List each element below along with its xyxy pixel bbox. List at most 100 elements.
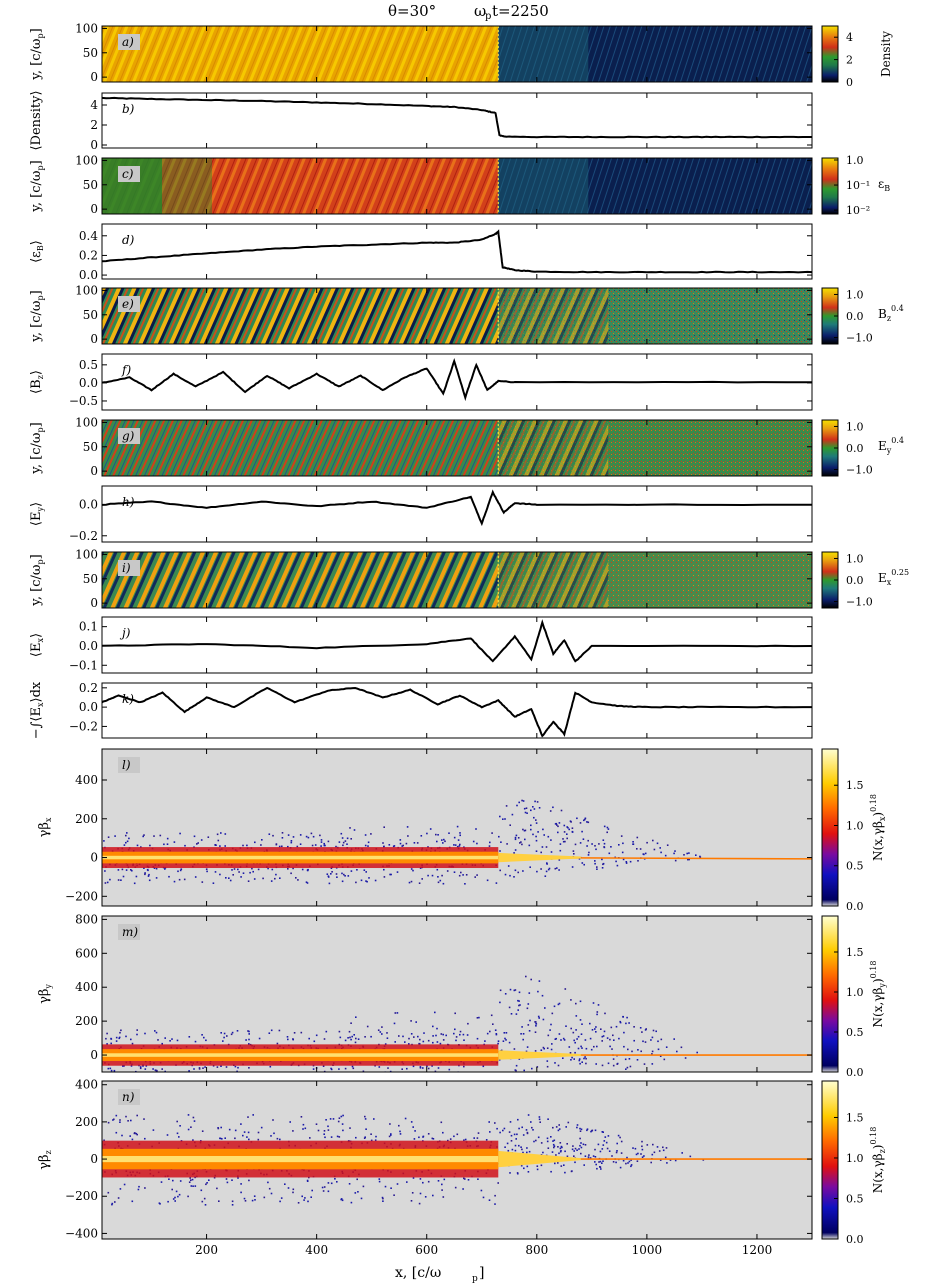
phase-dot <box>408 1043 410 1045</box>
phase-dot <box>374 1139 377 1141</box>
phase-dot <box>158 1202 161 1204</box>
phase-dot <box>530 824 532 827</box>
phase-dot <box>477 1132 480 1134</box>
phase-dot <box>136 1029 138 1031</box>
phase-dot <box>400 1077 402 1079</box>
phase-dot <box>674 850 676 852</box>
phase-dot <box>583 819 585 822</box>
phase-dot <box>143 867 145 869</box>
phase-dot <box>364 834 367 836</box>
phase-dot <box>444 840 446 843</box>
panel-f: −0.50.00.5 f)⟨Bz⟩ <box>29 353 813 411</box>
phase-dot <box>166 837 169 840</box>
phase-dot <box>351 1065 354 1068</box>
phase-dot <box>201 881 204 883</box>
phase-dot <box>411 1192 414 1194</box>
plot-area-b <box>102 96 812 139</box>
phase-dot <box>437 876 439 878</box>
colorbar-tick-label: 0.0 <box>846 574 864 587</box>
phase-dot <box>615 1025 618 1028</box>
panel-label-box <box>118 757 140 773</box>
phase-dot <box>171 1038 173 1040</box>
phase-dot <box>542 1018 545 1021</box>
phase-dot <box>622 858 625 861</box>
phase-dot <box>526 1046 529 1048</box>
phase-dot <box>212 1065 215 1067</box>
phase-dot <box>306 1179 309 1182</box>
phase-dot <box>526 1131 529 1134</box>
colorbar-tick-label: 1.0 <box>846 986 864 999</box>
phase-dot <box>198 1068 201 1070</box>
y-axis-label: ⟨Bz⟩ <box>29 370 45 394</box>
phase-dot <box>606 826 609 829</box>
phase-dot <box>275 873 277 876</box>
phase-dot <box>383 876 386 878</box>
phase-dot <box>547 1034 550 1037</box>
phase-dot <box>608 1150 611 1152</box>
colorbar-tick-label: 1.5 <box>846 1111 864 1124</box>
phase-dot <box>533 1140 535 1143</box>
phase-dot <box>578 1148 580 1150</box>
colorbar-label: Density <box>879 31 893 77</box>
phase-dot <box>279 877 281 879</box>
phase-dot <box>432 1041 434 1044</box>
phase-dot <box>155 867 158 870</box>
phase-dot <box>152 1129 155 1131</box>
phase-dot <box>616 1063 618 1065</box>
phase-dot <box>229 1078 231 1080</box>
phase-dot <box>420 835 423 837</box>
phase-dot <box>453 871 456 873</box>
phase-dot <box>542 1151 544 1154</box>
phase-dot <box>581 830 583 833</box>
phase-dot <box>482 1196 485 1199</box>
panel-frame <box>101 419 813 477</box>
y-tick-label: 0.4 <box>79 229 98 243</box>
phase-dot <box>114 835 116 837</box>
phase-dot <box>596 1045 598 1048</box>
phase-dot <box>454 844 457 846</box>
y-tick-label: 50 <box>83 572 98 586</box>
phase-dot <box>216 1066 219 1068</box>
panel-label: a) <box>122 35 134 49</box>
colorbar: 024 Density <box>821 25 893 89</box>
phase-dot <box>528 1030 531 1032</box>
phase-dot <box>348 1183 351 1185</box>
phase-dot <box>531 1126 533 1129</box>
phase-dot <box>192 1139 194 1141</box>
series-line <box>102 357 812 402</box>
phase-dot <box>652 1029 655 1032</box>
phase-dot <box>653 848 656 851</box>
phase-dot <box>505 1032 508 1034</box>
panel-frame <box>101 25 813 83</box>
y-axis-label: y, [c/ωp] <box>29 554 45 606</box>
phase-dot <box>196 843 198 845</box>
phase-dot <box>174 1200 176 1202</box>
phase-dot <box>419 1178 422 1180</box>
phase-dot <box>521 843 523 846</box>
phase-dot <box>198 1067 201 1069</box>
phase-dot <box>446 870 449 872</box>
x-axis-title: x, [c/ω p ] <box>395 1265 484 1284</box>
phase-dot <box>270 1029 273 1032</box>
phase-dot <box>341 872 343 875</box>
title-time-rest: t=2250 <box>492 2 549 20</box>
phase-dot <box>338 1068 340 1070</box>
phase-dot <box>315 1034 318 1037</box>
phase-dot <box>579 1019 582 1021</box>
phase-dot <box>154 1030 156 1032</box>
phase-dot <box>490 1014 493 1017</box>
phase-dot <box>119 1119 121 1121</box>
phase-dot <box>506 1142 509 1145</box>
phase-dot <box>643 1063 646 1065</box>
phase-dot <box>549 1029 551 1031</box>
phase-dot <box>522 1151 524 1154</box>
phase-dot <box>280 1197 283 1199</box>
phase-dot <box>353 829 356 831</box>
phase-dot <box>606 831 608 834</box>
phase-dot <box>204 1066 206 1068</box>
phase-dot <box>659 847 661 849</box>
phase-dot <box>388 844 391 846</box>
phase-dot <box>125 1115 127 1118</box>
phase-dot <box>569 1052 572 1054</box>
phase-dot <box>581 862 584 864</box>
